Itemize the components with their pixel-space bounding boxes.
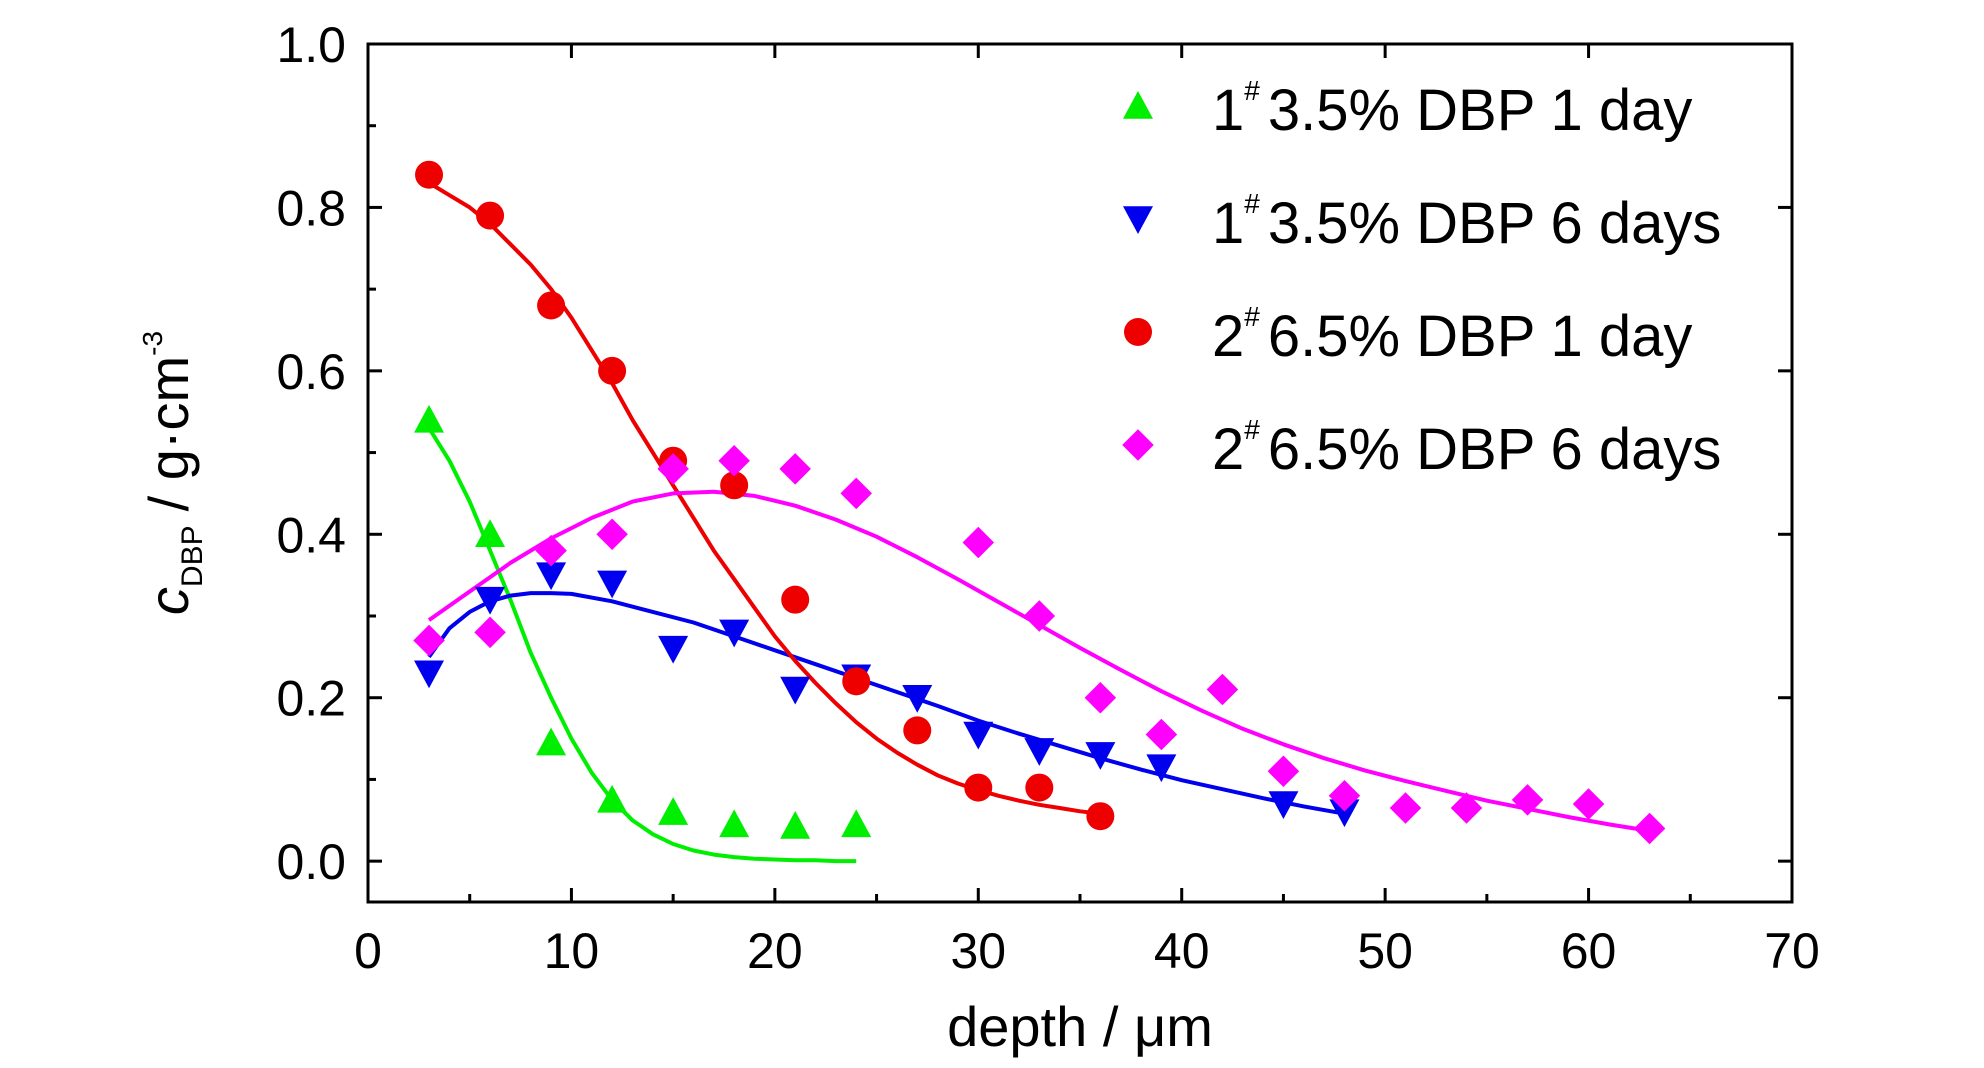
data-point-series-3: [1086, 802, 1115, 831]
data-point-series-1: [658, 797, 689, 825]
data-point-series-4: [1206, 673, 1239, 706]
data-point-series-4: [474, 616, 506, 649]
data-point-series-2: [1329, 799, 1360, 828]
legend-marker-3: [1124, 318, 1152, 346]
data-point-series-2: [963, 721, 994, 750]
data-point-series-1: [780, 811, 811, 839]
x-tick-label: 60: [1561, 923, 1617, 979]
data-point-series-2: [1024, 738, 1055, 766]
y-axis-title: cDBP/ g·cm-3: [137, 331, 209, 615]
data-point-series-3: [1025, 773, 1054, 802]
data-point-series-1: [536, 727, 567, 756]
data-point-series-3: [903, 716, 932, 745]
data-point-series-4: [962, 526, 995, 559]
data-point-series-1: [597, 784, 628, 813]
data-point-series-1: [414, 404, 445, 433]
data-point-series-4: [718, 444, 750, 477]
data-point-series-2: [1085, 742, 1116, 770]
fit-curve-series-2: [427, 591, 1345, 816]
data-point-series-4: [1450, 792, 1483, 824]
data-point-series-4: [1328, 780, 1361, 812]
data-point-series-4: [840, 477, 872, 510]
data-point-series-3: [537, 291, 566, 320]
legend-marker-1: [1123, 91, 1153, 119]
data-point-series-4: [779, 453, 811, 485]
legend-marker-4: [1122, 429, 1154, 461]
data-point-series-3: [842, 667, 871, 696]
data-point-series-2: [1268, 791, 1299, 819]
data-point-series-2: [475, 586, 506, 615]
x-tick-label: 0: [354, 923, 382, 979]
x-tick-label: 70: [1764, 923, 1820, 979]
y-tick-label: 0.6: [276, 344, 346, 400]
data-point-series-3: [964, 773, 993, 802]
data-point-series-2: [902, 684, 933, 713]
data-point-series-1: [719, 809, 750, 838]
y-tick-label: 0.4: [276, 507, 346, 563]
x-tick-label: 50: [1357, 923, 1413, 979]
data-point-series-2: [414, 660, 445, 689]
data-point-series-2: [780, 676, 811, 705]
data-point-series-4: [1023, 600, 1056, 632]
data-point-series-4: [535, 534, 567, 567]
data-point-series-3: [415, 160, 444, 189]
data-point-series-2: [1146, 754, 1177, 783]
y-tick-label: 0.8: [276, 180, 346, 236]
y-axis-title-text: cDBP/ g·cm-3: [137, 331, 209, 615]
data-point-series-3: [720, 471, 749, 500]
legend-label-4: 2# 6.5% DBP 6 days: [1212, 414, 1721, 482]
data-point-series-3: [476, 201, 505, 230]
legend-label-1: 1# 3.5% DBP 1 day: [1212, 75, 1692, 143]
data-point-series-4: [413, 624, 445, 657]
y-tick-label: 0.2: [276, 671, 346, 727]
x-tick-label: 10: [544, 923, 600, 979]
x-tick-label: 20: [747, 923, 803, 979]
data-point-series-4: [1572, 788, 1605, 820]
data-point-series-4: [1511, 784, 1544, 816]
data-point-series-2: [536, 562, 567, 591]
data-point-series-4: [1633, 812, 1666, 845]
data-point-series-4: [1267, 755, 1300, 788]
legend-label-2: 1# 3.5% DBP 6 days: [1212, 188, 1721, 256]
data-point-series-4: [1084, 681, 1117, 714]
y-tick-label: 0.0: [276, 834, 346, 890]
y-tick-label: 1.0: [276, 17, 346, 73]
legend-marker-2: [1123, 206, 1153, 234]
x-tick-label: 30: [950, 923, 1006, 979]
data-point-series-2: [597, 570, 628, 599]
data-point-series-2: [658, 635, 689, 664]
data-point-series-4: [596, 518, 628, 551]
data-point-series-4: [1145, 718, 1178, 751]
x-tick-label: 40: [1154, 923, 1210, 979]
x-axis-title: depth / μm: [947, 995, 1213, 1058]
fit-curve-series-1: [427, 427, 857, 864]
data-point-series-2: [719, 619, 750, 648]
data-point-series-4: [657, 453, 689, 485]
data-point-series-1: [475, 519, 506, 548]
legend-label-3: 2# 6.5% DBP 1 day: [1212, 301, 1692, 369]
data-point-series-1: [841, 809, 872, 838]
data-point-series-4: [1389, 792, 1422, 824]
data-point-series-3: [598, 356, 627, 385]
data-point-series-3: [781, 585, 810, 614]
